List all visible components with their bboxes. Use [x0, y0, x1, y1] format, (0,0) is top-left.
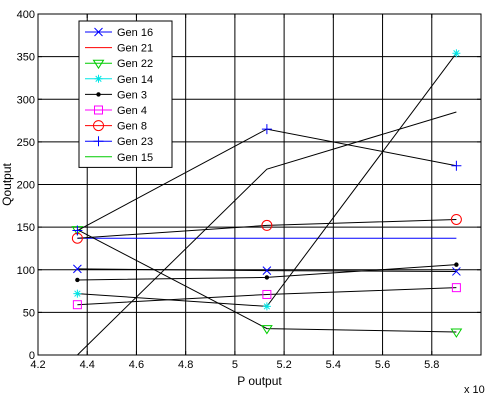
series-gen-23 — [72, 124, 462, 236]
x-tick-label: 5.8 — [424, 359, 439, 371]
data-point — [262, 302, 271, 311]
series-line — [77, 218, 457, 239]
legend-item: Gen 4 — [85, 105, 147, 117]
legend-item: Gen 15 — [85, 152, 153, 164]
data-point — [73, 289, 82, 298]
series-line — [77, 287, 457, 306]
y-axis-label: Qoutput — [0, 162, 14, 205]
x-axis-label: P output — [237, 374, 282, 388]
x-tick-label: 4.2 — [30, 359, 45, 371]
x-tick-label: 4.8 — [178, 359, 193, 371]
data-point — [73, 264, 82, 274]
legend-item: Gen 22 — [85, 58, 153, 70]
y-tick-label: 50 — [23, 307, 35, 319]
data-point — [261, 219, 273, 231]
legend-marker — [94, 27, 103, 37]
y-tick-label: 400 — [17, 9, 35, 21]
data-point — [75, 277, 80, 283]
legend-item: Gen 14 — [85, 74, 153, 86]
series-gen-14 — [73, 49, 461, 311]
series-line — [77, 229, 457, 333]
y-tick-label: 350 — [17, 52, 35, 64]
x-tick-label: 5.6 — [375, 359, 390, 371]
y-tick-label: 100 — [17, 265, 35, 277]
x-axis-multiplier: x 10 — [464, 384, 485, 395]
legend-marker — [94, 74, 103, 83]
legend-item: Gen 16 — [85, 27, 153, 39]
y-tick-label: 250 — [17, 137, 35, 149]
legend: Gen 16 Gen 21 Gen 22 Gen 14 Gen 3 Gen 4 Gen 8 G… — [78, 20, 173, 168]
x-tick-label: 4.4 — [80, 359, 95, 371]
y-tick-label: 150 — [17, 222, 35, 234]
data-point — [72, 300, 82, 310]
y-tick-label: 0 — [29, 350, 35, 362]
data-point — [261, 124, 272, 135]
axes-layer: 4.2 4.4 4.6 4.8 5 5.2 5.4 5.6 5.8 0 50 100 150 200 250… — [17, 9, 482, 371]
data-point — [450, 328, 463, 338]
data-point — [450, 213, 462, 225]
legend-label: Gen 8 — [117, 121, 147, 133]
series-gen-3 — [75, 262, 459, 283]
y-tick-label: 200 — [17, 180, 35, 192]
legend-marker — [93, 136, 104, 147]
legend-label: Gen 15 — [117, 152, 153, 164]
legend-item: Gen 21 — [85, 43, 153, 55]
legend-label: Gen 14 — [117, 74, 153, 86]
legend-label: Gen 16 — [117, 27, 153, 39]
series-gen-8 — [71, 213, 462, 244]
grid-layer — [38, 14, 481, 355]
data-point — [260, 325, 273, 335]
data-point — [262, 266, 272, 275]
data-point — [451, 160, 462, 171]
x-tick-label: 5.2 — [276, 359, 291, 371]
legend-marker — [93, 120, 104, 132]
x-tick-label: 5.4 — [326, 359, 341, 371]
series-gen-21 — [77, 111, 457, 356]
legend-marker — [96, 92, 101, 97]
legend-label: Gen 3 — [117, 89, 147, 101]
x-tick-label: 4.6 — [129, 359, 144, 371]
data-point — [72, 225, 83, 236]
legend-item: Gen 23 — [85, 136, 153, 148]
x-tick-label: 5 — [232, 359, 238, 371]
legend-label: Gen 23 — [117, 136, 153, 148]
legend-label: Gen 4 — [117, 105, 147, 117]
legend-item: Gen 3 — [85, 89, 147, 101]
legend-marker — [92, 59, 105, 70]
legend-item: Gen 8 — [85, 120, 147, 133]
data-point — [262, 289, 272, 299]
legend-marker — [94, 105, 103, 115]
y-tick-label: 300 — [17, 94, 35, 106]
data-point — [451, 283, 461, 293]
series-line — [77, 111, 457, 356]
data-point — [264, 275, 270, 280]
series-gen-4 — [72, 283, 461, 310]
legend-label: Gen 21 — [117, 43, 153, 55]
legend-label: Gen 22 — [117, 58, 153, 70]
series-gen-16 — [73, 264, 461, 276]
data-point — [454, 262, 459, 267]
data-point — [452, 267, 461, 276]
series-layer — [71, 49, 463, 356]
data-point — [452, 49, 461, 58]
